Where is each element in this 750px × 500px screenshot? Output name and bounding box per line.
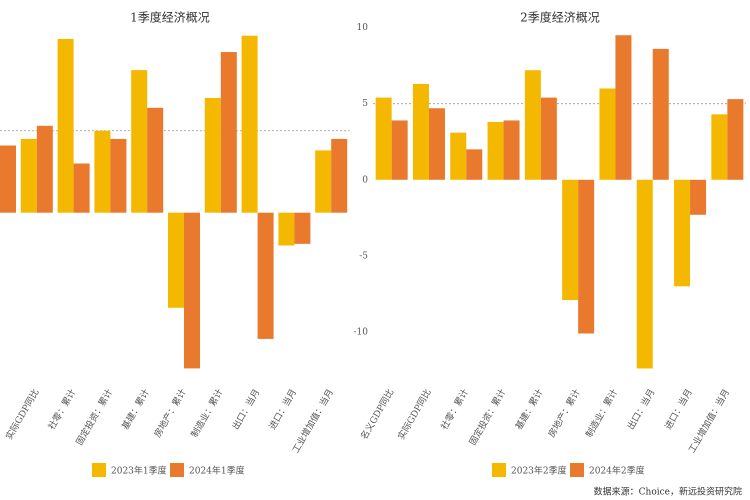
chart-title: 2季度经济概况 xyxy=(520,10,600,25)
x-tick-label: 出口：当月 xyxy=(229,387,262,432)
bar xyxy=(375,97,392,180)
bar xyxy=(73,163,90,213)
y-tick-label: -5 xyxy=(359,251,368,261)
bar xyxy=(110,138,127,213)
bar xyxy=(241,35,258,213)
x-tick-label: 基建：累计 xyxy=(119,387,152,432)
bar xyxy=(636,179,653,369)
bar xyxy=(294,212,311,244)
bar xyxy=(599,88,616,180)
bar xyxy=(168,212,184,308)
bar xyxy=(562,179,579,300)
legend-label: 2024年2季度 xyxy=(589,465,645,477)
bar xyxy=(391,120,408,180)
legend-label: 2024年1季度 xyxy=(189,465,245,477)
y-tick-label: 5 xyxy=(362,99,368,109)
bar xyxy=(615,35,632,180)
bar xyxy=(674,179,691,287)
y-tick-label: 10 xyxy=(357,23,369,33)
x-tick-label: 固定投资：累计 xyxy=(73,387,115,448)
bar xyxy=(524,70,541,180)
legend-swatch xyxy=(92,463,106,477)
source-note: 数据来源：Choice，新远投资研究院 xyxy=(594,486,742,498)
x-tick-label: 实际GDP同比 xyxy=(395,387,434,442)
legend-swatch xyxy=(492,463,506,477)
legend-label: 2023年2季度 xyxy=(511,465,567,477)
x-tick-label: 工业增加值：当月 xyxy=(686,387,732,455)
bar xyxy=(412,83,429,180)
bar xyxy=(578,179,595,334)
bar xyxy=(0,145,16,213)
bar xyxy=(20,138,37,213)
bar xyxy=(315,150,332,213)
bar xyxy=(690,179,707,215)
bar xyxy=(652,48,669,180)
bar xyxy=(503,120,520,180)
bar xyxy=(147,107,164,213)
x-tick-label: 名义GDP同比 xyxy=(358,387,397,442)
x-tick-label: 固定投资：累计 xyxy=(466,387,508,448)
x-tick-label: 进口：当月 xyxy=(662,387,695,432)
bar xyxy=(36,125,53,213)
bar xyxy=(131,70,148,213)
x-tick-label: 房地产：累计 xyxy=(546,387,583,440)
bar xyxy=(711,114,728,180)
x-tick-label: 制造业：累计 xyxy=(583,387,620,440)
legend-swatch xyxy=(170,463,184,477)
bar xyxy=(450,132,467,180)
bar xyxy=(540,97,557,180)
x-tick-label: 进口：当月 xyxy=(266,387,299,432)
x-tick-label: 实际GDP同比 xyxy=(3,387,42,442)
bar xyxy=(94,130,111,213)
y-tick-label: 0 xyxy=(362,175,368,185)
bar xyxy=(466,149,483,180)
chart-title: 1季度经济概况 xyxy=(130,10,210,25)
bar xyxy=(184,212,200,369)
bar xyxy=(57,38,74,213)
bar xyxy=(278,212,295,246)
bar xyxy=(204,97,221,213)
x-tick-label: 基建：累计 xyxy=(513,387,546,432)
bar xyxy=(727,99,744,180)
bar xyxy=(331,138,348,213)
legend-swatch xyxy=(570,463,584,477)
bar xyxy=(487,121,504,180)
bar xyxy=(257,212,274,339)
legend-label: 2023年1季度 xyxy=(111,465,167,477)
x-tick-label: 制造业：累计 xyxy=(188,387,225,440)
y-tick-label: -10 xyxy=(354,327,369,337)
bar xyxy=(220,52,237,213)
bar xyxy=(428,108,445,180)
x-tick-label: 出口：当月 xyxy=(625,387,658,432)
x-tick-label: 房地产：累计 xyxy=(151,387,188,440)
x-tick-label: 社零：累计 xyxy=(45,387,78,432)
x-tick-label: 社零：累计 xyxy=(438,387,471,432)
